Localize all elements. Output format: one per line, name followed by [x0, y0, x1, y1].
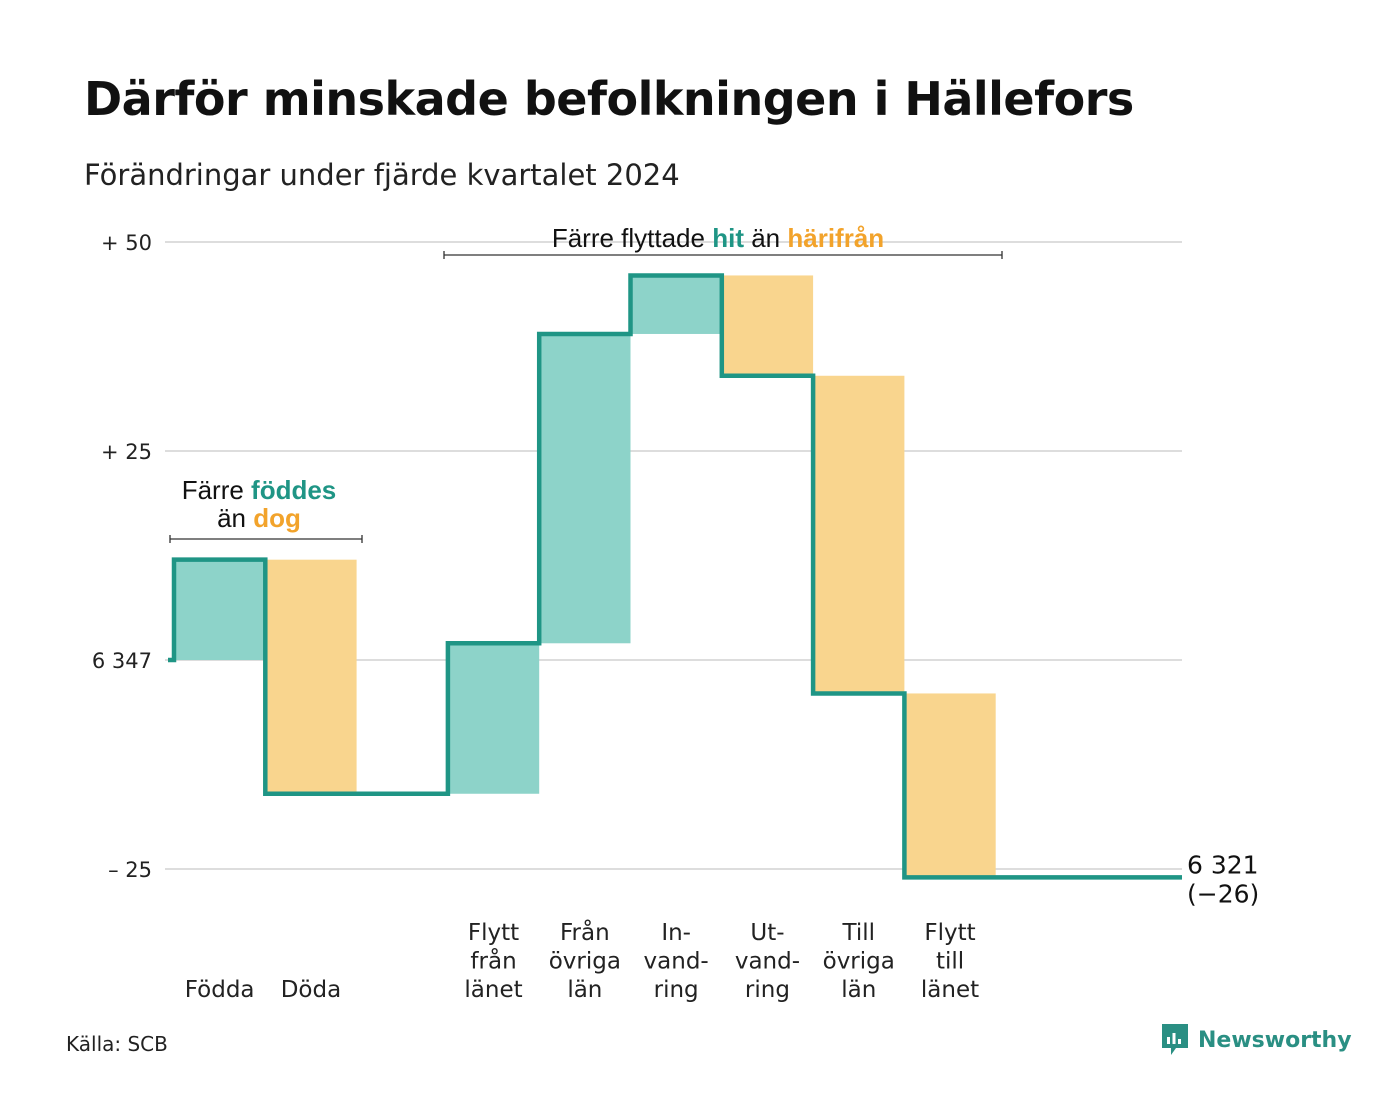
x-tick-label: vand- — [735, 949, 800, 975]
chart-title: Därför minskade befolkningen i Hällefors — [84, 72, 1134, 126]
waterfall-bar — [721, 275, 814, 376]
births-annotation-line1: Färre föddes — [182, 475, 337, 505]
x-tick-label: övriga — [549, 949, 621, 975]
brand-name: Newsworthy — [1198, 1027, 1352, 1053]
x-tick-label: Döda — [281, 977, 341, 1003]
x-tick-label: Från — [560, 918, 610, 946]
end-change-label: (−26) — [1187, 879, 1259, 908]
waterfall-bar — [630, 275, 722, 334]
y-tick-label: + 50 — [101, 231, 152, 255]
births-annotation-line2: än dog — [217, 503, 301, 533]
waterfall-bar — [265, 559, 357, 794]
waterfall-bar — [174, 559, 266, 660]
waterfall-bar — [904, 693, 996, 878]
x-tick-label: från — [470, 947, 516, 975]
y-tick-label: 6 347 — [92, 649, 152, 673]
x-tick-label: län — [567, 977, 602, 1003]
x-tick-label: övriga — [823, 949, 895, 975]
x-tick-label: Ut- — [750, 920, 784, 946]
end-value-label: 6 321 — [1187, 850, 1259, 879]
x-tick-label: Till — [841, 920, 875, 946]
x-tick-label: Flytt — [924, 920, 975, 946]
y-tick-label: – 25 — [108, 858, 152, 882]
waterfall-bar — [447, 643, 540, 794]
x-tick-label: länet — [921, 977, 979, 1003]
x-tick-label: In- — [661, 920, 691, 946]
x-tick-label: Flytt — [468, 920, 519, 946]
x-tick-label: ring — [745, 977, 790, 1003]
x-tick-label: län — [841, 977, 876, 1003]
x-tick-label: vand- — [644, 949, 709, 975]
x-tick-label: till — [936, 949, 964, 975]
x-tick-label: ring — [654, 977, 699, 1003]
chart-subtitle: Förändringar under fjärde kvartalet 2024 — [84, 158, 680, 192]
waterfall-bar — [813, 375, 905, 694]
moves-annotation: Färre flyttade hit än härifrån — [552, 223, 884, 253]
x-tick-label: Födda — [185, 977, 255, 1003]
source-note: Källa: SCB — [66, 1032, 168, 1056]
brand-logo: Newsworthy — [1160, 1022, 1352, 1058]
y-tick-label: + 25 — [101, 440, 152, 464]
waterfall-bar — [539, 333, 631, 644]
x-tick-label: länet — [464, 977, 522, 1003]
newsworthy-logo-icon — [1162, 1024, 1188, 1055]
cumulative-step-line — [168, 273, 1182, 880]
